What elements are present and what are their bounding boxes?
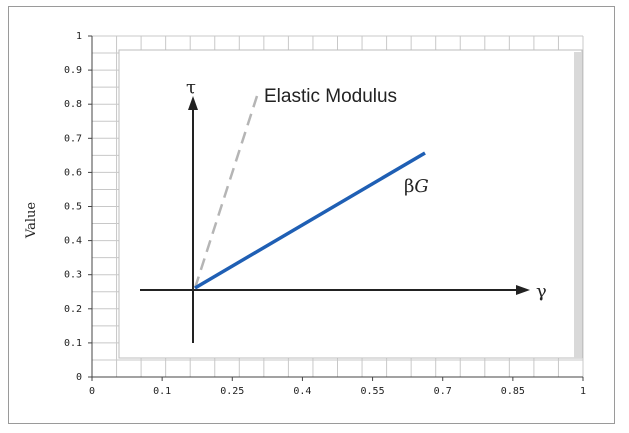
beta-symbol: β [404, 176, 414, 197]
x-tick-label: 0.55 [361, 386, 385, 397]
y-tick-label: 0.2 [64, 304, 82, 315]
y-tick-label: 0.6 [64, 167, 82, 178]
gamma-label: γ [536, 281, 547, 302]
elastic-modulus-line [193, 95, 259, 289]
tau-arrowhead [188, 96, 198, 110]
y-tick-label: 0 [76, 372, 82, 383]
inset-diagram: τ γ Elastic Modulus βG [140, 77, 547, 343]
g-symbol: G [414, 176, 428, 197]
x-tick-label: 0 [89, 386, 95, 397]
x-tick-labels: 0 0.1 0.25 0.4 0.55 0.7 0.85 1 [89, 377, 586, 397]
beta-g-line [194, 151, 426, 290]
y-tick-label: 1 [76, 31, 82, 42]
y-tick-label: 0.3 [64, 270, 82, 281]
y-tick-label: 0.4 [64, 236, 82, 247]
y-tick-label: 0.7 [64, 133, 82, 144]
y-axis-label: Value [24, 202, 39, 239]
x-tick-label: 1 [580, 386, 586, 397]
inset-panel [118, 49, 583, 359]
x-tick-label: 0.85 [501, 386, 525, 397]
x-tick-label: 0.25 [220, 386, 244, 397]
y-tick-label: 0.1 [64, 338, 82, 349]
y-tick-label: 0.8 [64, 99, 82, 110]
x-tick-label: 0.4 [293, 386, 311, 397]
gamma-arrowhead [516, 285, 530, 295]
inset-shadow [574, 52, 582, 358]
tau-label: τ [186, 77, 196, 98]
x-tick-label: 0.1 [153, 386, 171, 397]
x-tick-label: 0.7 [434, 386, 452, 397]
y-tick-label: 0.5 [64, 202, 82, 213]
beta-g-label: βG [404, 176, 429, 197]
y-tick-labels: 0 0.1 0.2 0.3 0.4 0.5 0.6 0.7 0.8 0.9 1 [64, 31, 92, 383]
y-tick-label: 0.9 [64, 65, 82, 76]
elastic-modulus-label: Elastic Modulus [264, 86, 397, 107]
